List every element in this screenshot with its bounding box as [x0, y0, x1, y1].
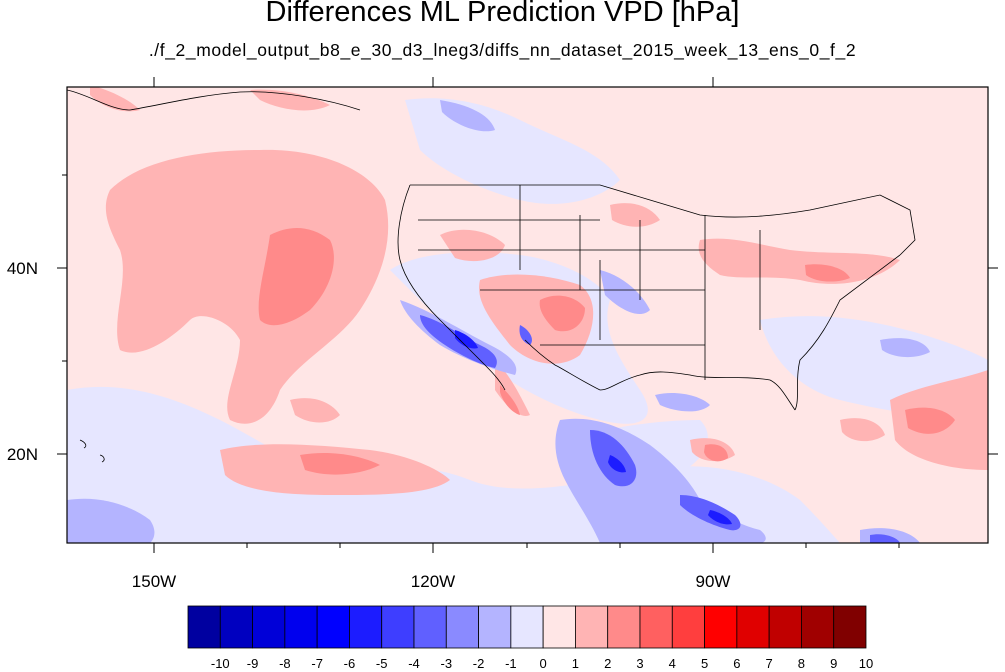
colorbar-swatch — [607, 605, 641, 649]
colorbar-label: -1 — [505, 656, 517, 671]
colorbar-label: -5 — [376, 656, 388, 671]
colorbar-label: -2 — [473, 656, 485, 671]
chart-title: Differences ML Prediction VPD [hPa] — [265, 0, 740, 28]
colorbar-label: -7 — [311, 656, 323, 671]
colorbar-swatch — [768, 605, 802, 649]
colorbar-swatch — [252, 605, 286, 649]
coastlines-borders — [67, 89, 916, 463]
colorbar-swatch — [736, 605, 770, 649]
chart-subtitle: ./f_2_model_output_b8_e_30_d3_lneg3/diff… — [148, 40, 857, 60]
colorbar-swatch — [316, 605, 350, 649]
colorbar-label: -9 — [247, 656, 259, 671]
vpd-difference-field — [67, 87, 988, 543]
map-ticks — [57, 77, 998, 553]
colorbar-label: 0 — [540, 656, 547, 671]
colorbar: -10 -9 -8 -7 -6 -5 -4 -3 -2 -1 0 1 2 3 4 5 6 7 8 9 10 — [187, 605, 873, 671]
colorbar-label: 1 — [572, 656, 579, 671]
colorbar-swatch — [381, 605, 415, 649]
colorbar-label: 6 — [733, 656, 740, 671]
lon-label-150w: 150W — [132, 572, 176, 591]
colorbar-swatch — [510, 605, 544, 649]
colorbar-swatch — [413, 605, 447, 649]
colorbar-swatch — [671, 605, 705, 649]
lon-label-120w: 120W — [411, 572, 455, 591]
colorbar-label: 4 — [669, 656, 676, 671]
colorbar-swatch — [833, 605, 867, 649]
colorbar-swatch — [639, 605, 673, 649]
colorbar-swatch — [284, 605, 318, 649]
lat-label-40n: 40N — [7, 259, 38, 278]
colorbar-label: 8 — [798, 656, 805, 671]
colorbar-label: -6 — [344, 656, 356, 671]
lon-label-90w: 90W — [696, 572, 731, 591]
colorbar-swatch — [575, 605, 609, 649]
colorbar-label: -3 — [441, 656, 453, 671]
colorbar-swatch — [542, 605, 576, 649]
colorbar-swatch — [704, 605, 738, 649]
colorbar-label: 5 — [701, 656, 708, 671]
colorbar-swatch — [801, 605, 835, 649]
contour-level-plus2 — [258, 228, 955, 475]
colorbar-label: 7 — [766, 656, 773, 671]
colorbar-swatch — [219, 605, 253, 649]
contour-level-minus5 — [455, 330, 732, 525]
colorbar-label: 2 — [604, 656, 611, 671]
colorbar-label: 3 — [636, 656, 643, 671]
lat-label-20n: 20N — [7, 445, 38, 464]
colorbar-swatch — [445, 605, 479, 649]
colorbar-label: 9 — [830, 656, 837, 671]
colorbar-swatch — [349, 605, 383, 649]
colorbar-swatch — [478, 605, 512, 649]
colorbar-label: -4 — [408, 656, 420, 671]
colorbar-swatch — [187, 605, 221, 649]
colorbar-label: 10 — [859, 656, 873, 671]
colorbar-label: -8 — [279, 656, 291, 671]
colorbar-label: -10 — [211, 656, 230, 671]
